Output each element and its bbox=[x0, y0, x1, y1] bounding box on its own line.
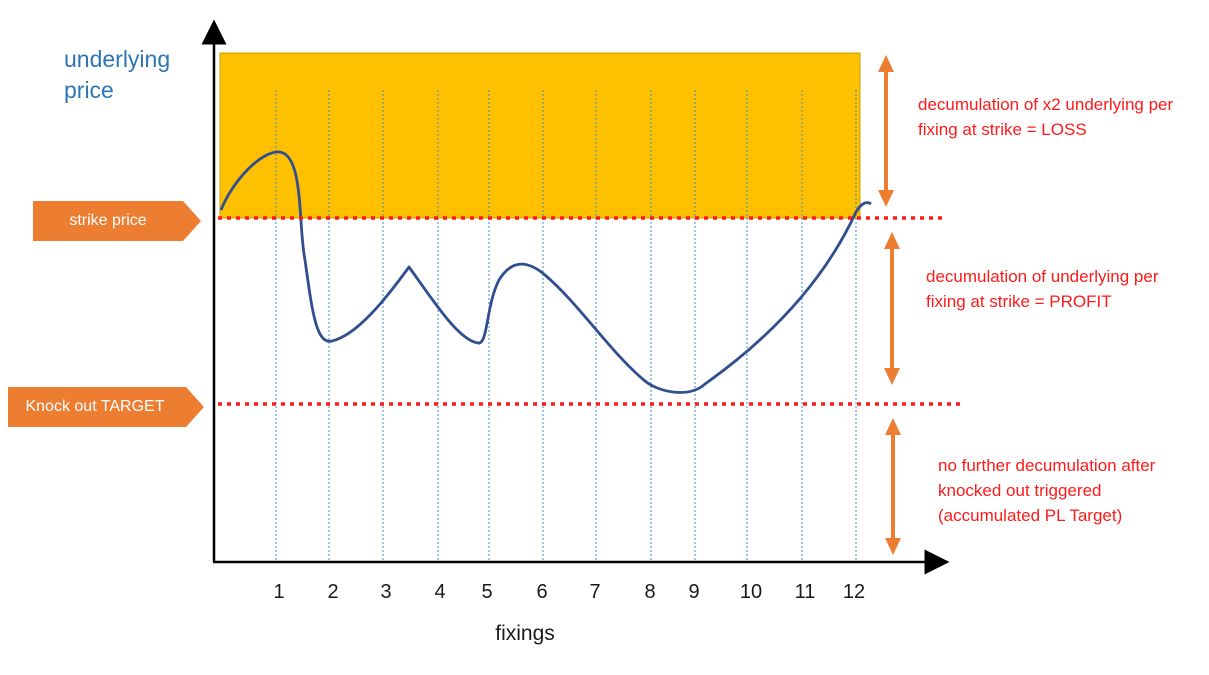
fixing-tick-label: 3 bbox=[380, 581, 391, 603]
loss-range-arrow bbox=[878, 55, 894, 207]
strike-tag-shape bbox=[33, 201, 201, 241]
loss-annotation: decumulation of x2 underlying per fixing… bbox=[918, 95, 1174, 139]
fixing-tick-label: 4 bbox=[434, 581, 445, 603]
knockout-target-label: Knock out TARGET bbox=[25, 398, 165, 415]
fixing-tick-label: 6 bbox=[536, 581, 547, 603]
fixing-tick-label: 5 bbox=[481, 581, 492, 603]
loss-zone bbox=[219, 52, 861, 219]
fixing-tick-label: 7 bbox=[589, 581, 600, 603]
y-axis-title: underlying price bbox=[64, 46, 171, 103]
fixing-tick-label: 8 bbox=[644, 581, 655, 603]
profit-range-arrow bbox=[884, 232, 900, 385]
fixing-tick-label: 2 bbox=[327, 581, 338, 603]
knockout-range-arrow bbox=[885, 418, 901, 555]
x-axis-title: fixings bbox=[495, 622, 555, 645]
fixing-tick-label: 10 bbox=[740, 581, 762, 603]
fixing-tick-label: 12 bbox=[843, 581, 865, 603]
fixing-gridlines bbox=[275, 90, 857, 561]
underlying-price-path bbox=[219, 150, 872, 394]
profit-annotation: decumulation of underlying per fixing at… bbox=[926, 267, 1159, 311]
knockout-annotation: no further decumulation after knocked ou… bbox=[938, 456, 1156, 525]
knockout-target-tag: Knock out TARGET bbox=[8, 387, 204, 427]
knockout-tag-shape bbox=[8, 387, 204, 427]
fixing-tick-label: 11 bbox=[795, 581, 816, 603]
fixing-tick-label: 9 bbox=[688, 581, 699, 603]
strike-price-tag: strike price bbox=[33, 201, 201, 241]
strike-price-label: strike price bbox=[69, 212, 147, 229]
fixing-tick-labels: 1 2 3 4 5 6 7 8 9 10 11 12 bbox=[273, 581, 865, 603]
fixing-tick-label: 1 bbox=[273, 581, 284, 603]
